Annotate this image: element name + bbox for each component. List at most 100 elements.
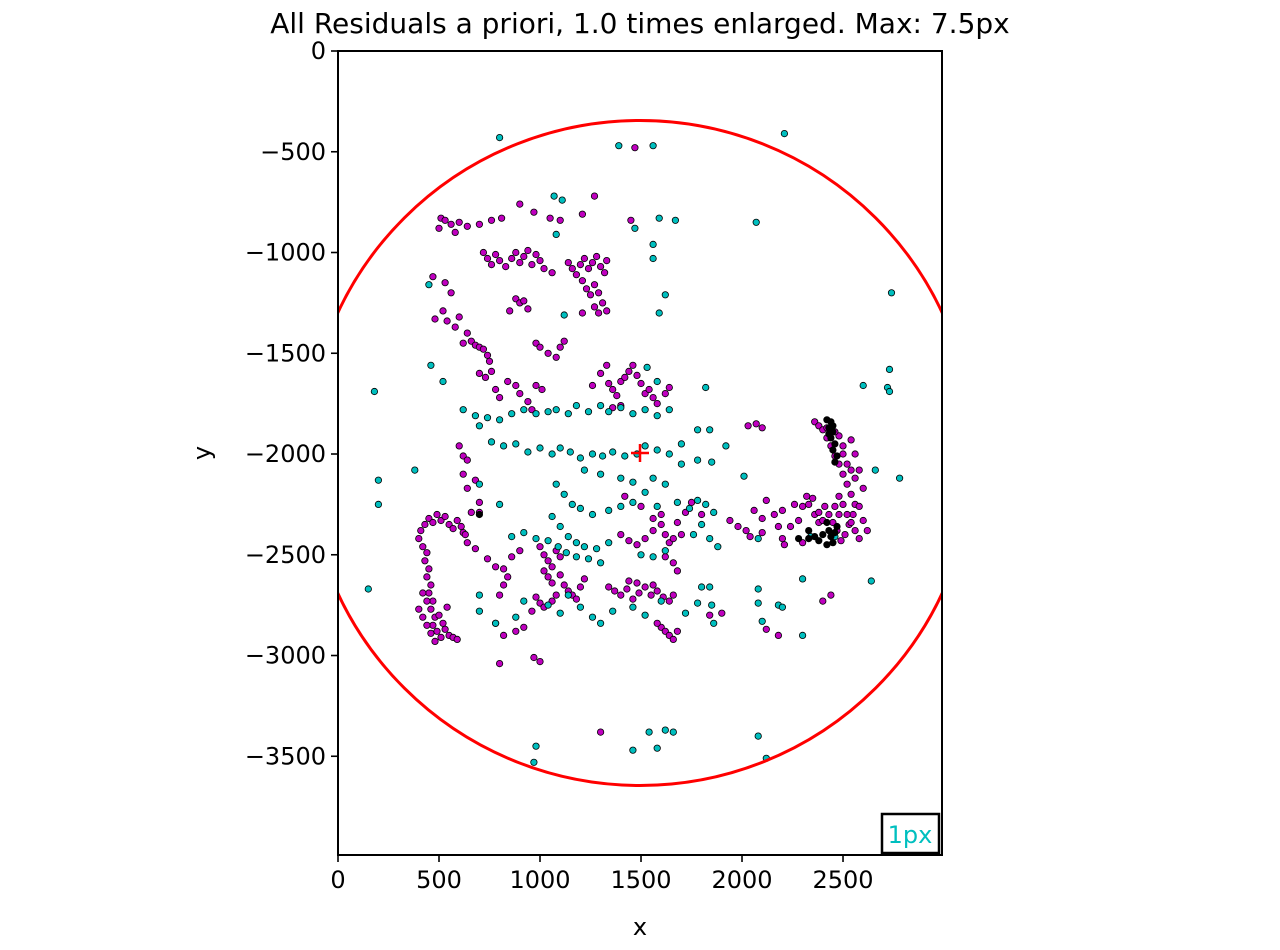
point-magenta-21 [491, 250, 500, 259]
point-magenta-68 [479, 345, 487, 353]
point-magenta-9 [530, 208, 538, 216]
point-magenta-212 [665, 597, 673, 605]
point-cyan-60 [621, 452, 629, 460]
point-cyan-154 [475, 480, 483, 488]
point-cyan-29 [471, 412, 479, 420]
point-magenta-69 [483, 351, 492, 359]
point-magenta-304 [790, 500, 799, 508]
point-cyan-123 [576, 603, 585, 611]
point-magenta-277 [821, 502, 829, 510]
point-cyan-90 [693, 496, 702, 504]
point-magenta-283 [835, 510, 843, 519]
scale-bar-box [880, 812, 941, 855]
point-magenta-101 [629, 361, 637, 369]
point-black-23 [794, 534, 803, 543]
point-magenta-97 [613, 391, 621, 400]
data-layer [338, 119, 942, 787]
point-magenta-14 [627, 216, 635, 224]
point-magenta-83 [520, 297, 528, 305]
point-cyan-1 [615, 142, 623, 150]
point-magenta-296 [855, 502, 863, 510]
point-magenta-106 [649, 393, 657, 402]
point-magenta-246 [762, 496, 770, 504]
point-magenta-183 [540, 551, 548, 559]
point-magenta-45 [578, 277, 587, 285]
point-cyan-57 [588, 450, 597, 458]
point-cyan-87 [653, 502, 661, 510]
point-cyan-131 [693, 599, 702, 607]
point-black-8 [831, 458, 839, 466]
point-magenta-70 [485, 357, 494, 365]
point-magenta-305 [780, 541, 789, 549]
point-magenta-294 [855, 466, 863, 474]
point-magenta-195 [572, 595, 581, 603]
point-magenta-225 [633, 541, 641, 549]
point-cyan-130 [681, 609, 690, 617]
point-magenta-257 [746, 532, 754, 541]
point-magenta-293 [851, 450, 859, 458]
point-cyan-135 [710, 619, 718, 627]
point-magenta-233 [657, 510, 665, 519]
point-cyan-120 [544, 601, 552, 609]
y-tick-label--3500: −3500 [245, 742, 326, 770]
point-cyan-114 [596, 559, 605, 567]
point-cyan-30 [483, 414, 492, 422]
point-cyan-9 [649, 254, 657, 263]
point-magenta-207 [635, 589, 643, 597]
point-magenta-74 [491, 385, 500, 394]
point-magenta-160 [427, 581, 435, 589]
point-cyan-144 [895, 474, 904, 482]
point-cyan-143 [867, 577, 875, 585]
point-cyan-140 [778, 603, 787, 611]
point-magenta-203 [611, 587, 619, 595]
point-magenta-137 [528, 607, 536, 615]
point-magenta-253 [803, 492, 811, 500]
point-magenta-316 [697, 510, 706, 519]
point-magenta-43 [600, 269, 609, 277]
point-black-11 [823, 518, 831, 527]
point-cyan-28 [459, 406, 467, 414]
point-magenta-135 [512, 627, 520, 635]
point-cyan-24 [885, 387, 894, 396]
point-cyan-151 [374, 476, 382, 484]
x-axis-label: x [633, 913, 647, 941]
point-magenta-44 [603, 256, 611, 265]
point-magenta-73 [475, 369, 483, 377]
point-cyan-126 [609, 607, 617, 615]
point-magenta-249 [778, 534, 787, 543]
point-cyan-153 [411, 466, 419, 474]
point-cyan-121 [556, 609, 564, 617]
point-magenta-306 [827, 591, 835, 599]
point-magenta-131 [499, 581, 508, 589]
point-cyan-38 [572, 401, 581, 410]
y-axis: 0 −500 −1000 −1500 −2000 −2500 −3000 −3500 [245, 37, 338, 770]
point-magenta-110 [603, 361, 611, 369]
point-cyan-150 [364, 585, 372, 593]
point-cyan-49 [499, 442, 508, 450]
point-magenta-40 [588, 258, 597, 267]
point-magenta-35 [568, 264, 576, 273]
point-cyan-71 [677, 460, 686, 468]
point-cyan-164 [754, 732, 762, 740]
point-magenta-41 [592, 252, 601, 261]
point-cyan-98 [556, 522, 564, 531]
point-magenta-228 [657, 520, 665, 529]
point-magenta-132 [495, 591, 504, 599]
point-magenta-237 [669, 559, 677, 567]
point-magenta-94 [596, 369, 605, 377]
point-magenta-312 [778, 506, 787, 514]
point-magenta-87 [536, 343, 544, 351]
point-magenta-92 [532, 381, 540, 390]
point-magenta-84 [524, 305, 532, 313]
point-cyan-7 [752, 218, 760, 226]
point-magenta-111 [588, 381, 597, 390]
point-magenta-221 [673, 627, 682, 635]
point-magenta-124 [471, 545, 479, 553]
point-magenta-148 [449, 524, 457, 533]
point-cyan-27 [427, 361, 435, 369]
point-cyan-70 [693, 456, 702, 464]
point-cyan-127 [629, 603, 637, 611]
point-magenta-287 [851, 526, 859, 535]
point-cyan-141 [798, 631, 807, 640]
point-magenta-19 [483, 254, 492, 263]
